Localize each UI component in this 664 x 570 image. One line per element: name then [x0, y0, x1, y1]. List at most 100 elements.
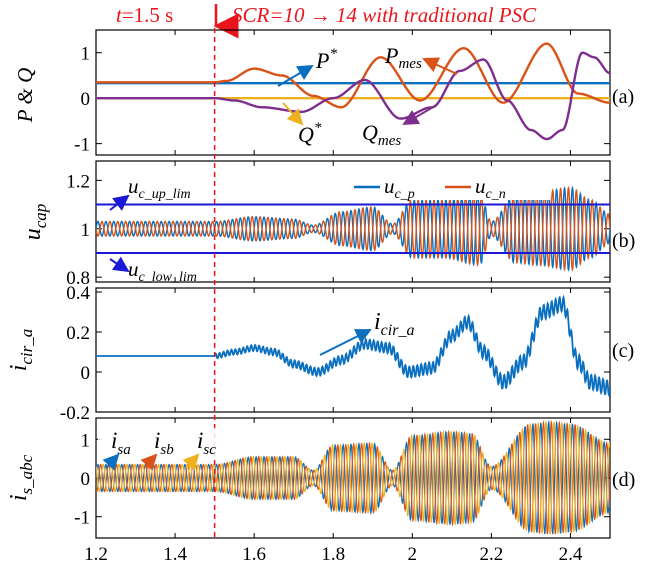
isb-base: i	[154, 428, 160, 453]
panel-c-label: (c)	[612, 340, 634, 362]
q-ref-sup: *	[314, 120, 322, 136]
p-mes-label: Pmes	[384, 43, 422, 72]
x-tick-label: 2.2	[480, 544, 504, 565]
panel-c-series	[96, 294, 610, 398]
y-tick-label: 0	[81, 363, 91, 384]
p-mes-base: P	[384, 43, 398, 68]
isb-arrow	[140, 453, 158, 471]
y-tick-label: -1	[74, 508, 90, 529]
panel-d-ylabel: is_abc	[6, 454, 36, 501]
y-tick-label: 0	[81, 469, 91, 490]
event-time-var: t	[116, 3, 123, 27]
q-mes-base: Q	[362, 120, 378, 145]
q-ref-base: Q	[298, 122, 314, 147]
legend-ucn-sub: c_n	[486, 187, 506, 202]
q-mes-label: Qmes	[362, 120, 401, 149]
panel-a-annotations: P* Q* Pmes Qmes	[277, 43, 458, 149]
legend-ucp-sub: c_p	[395, 187, 415, 202]
q-ref-arrow	[282, 102, 304, 126]
panel-d-annotations: isa isb isc	[98, 428, 226, 471]
legend-ucn-base: u	[475, 174, 486, 198]
series-line-i-sc	[96, 419, 610, 535]
icir-sub: cir_a	[381, 322, 415, 339]
low-lim-label: uc_low_lim	[128, 257, 197, 285]
y-tick-label: 0.4	[66, 283, 90, 304]
p-ref-sup: *	[329, 46, 337, 62]
y-tick-label: -0.2	[60, 403, 90, 424]
x-tick-label: 2.4	[559, 544, 583, 565]
isa-base: i	[111, 428, 117, 453]
panel-b-label: (b)	[612, 230, 635, 252]
up-lim-sub: c_up_lim	[139, 187, 191, 202]
isb-sub: sb	[160, 442, 174, 458]
isa-label: isa	[111, 428, 131, 458]
q-mes-arrow	[402, 105, 436, 126]
event-time-label: t=1.5 s	[116, 3, 173, 27]
up-lim-base: u	[128, 174, 139, 198]
y-tick-label: 1	[81, 44, 91, 65]
panel-b-ylabel: ucap	[20, 204, 50, 241]
legend-ucn-label: uc_n	[475, 174, 506, 202]
series-line-qmes	[96, 51, 610, 141]
panel-d-ylabel-sub: s_abc	[17, 454, 36, 494]
panel-b-ylabel-base: u	[20, 228, 46, 240]
isc-label: isc	[197, 428, 216, 458]
isc-base: i	[197, 428, 203, 453]
y-tick-label: 0.2	[66, 323, 90, 344]
y-tick-label: -1	[74, 135, 90, 156]
low-lim-arrow	[109, 256, 130, 273]
series-line-i-cir-a	[96, 294, 610, 398]
y-tick-label: 0.8	[66, 268, 90, 289]
panel-a-ylabel: P & Q	[13, 68, 37, 123]
isa-arrow	[102, 453, 120, 471]
q-mes-sub: mes	[378, 133, 401, 149]
icir-base: i	[374, 309, 381, 335]
p-ref-label: P*	[315, 46, 337, 73]
x-tick-label: 1.8	[321, 544, 345, 565]
tick-layer: -1 0 1 0.8 1 1.2 -0.2 0 0.2 0.4 -1 0 1 1.2 1.4 1.6 1.8 2 2…	[60, 30, 610, 565]
panel-d-label: (d)	[612, 469, 635, 491]
p-mes-sub: mes	[398, 56, 421, 72]
isa-sub: sa	[117, 442, 130, 458]
panel-d-series	[96, 419, 610, 535]
header: t=1.5 s SCR=10 → 14 with traditional PSC	[116, 3, 537, 39]
y-tick-label: 1.2	[66, 171, 90, 192]
panel-c-ylabel-sub: cir_a	[17, 329, 36, 365]
x-tick-label: 2	[408, 544, 418, 565]
y-tick-label: 1	[81, 430, 91, 451]
panel-c-annotations: icir_a	[319, 309, 414, 356]
panel-c-ylabel: icir_a	[6, 329, 36, 372]
isc-sub: sc	[203, 442, 216, 458]
y-tick-label: 1	[81, 220, 91, 241]
x-tick-label: 1.2	[84, 544, 108, 565]
p-ref-base: P	[315, 48, 329, 73]
icir-label: icir_a	[374, 309, 414, 339]
up-lim-arrow	[109, 194, 130, 211]
series-line-i-sb	[96, 419, 610, 535]
event-time-value: =1.5 s	[122, 3, 174, 27]
y-tick-label: 0	[81, 89, 91, 110]
scenario-label: SCR=10 → 14 with traditional PSC	[232, 3, 537, 27]
p-mes-arrow	[422, 57, 458, 75]
series-line-i-sa	[96, 420, 610, 535]
isb-label: isb	[154, 428, 174, 458]
panel-c-ylabel-base: i	[6, 365, 32, 372]
low-lim-base: u	[128, 257, 139, 281]
x-tick-label: 1.4	[163, 544, 187, 565]
panel-a-frame	[95, 29, 611, 156]
panel-a-label: (a)	[612, 86, 634, 108]
panel-a-series	[96, 42, 610, 141]
q-ref-label: Q*	[298, 120, 322, 147]
icir-arrow	[319, 329, 372, 356]
x-tick-label: 1.6	[242, 544, 266, 565]
legend-ucp-label: uc_p	[384, 174, 415, 202]
low-lim-sub: c_low_lim	[139, 270, 197, 285]
series-line-u-c-n	[96, 185, 610, 272]
p-ref-arrow	[277, 64, 314, 87]
panel-c-frame	[95, 287, 611, 413]
panel-b-ylabel-sub: cap	[31, 204, 50, 229]
series-line-pmes	[96, 42, 610, 109]
up-lim-label: uc_up_lim	[128, 174, 191, 202]
panel-d-ylabel-base: i	[6, 495, 32, 502]
